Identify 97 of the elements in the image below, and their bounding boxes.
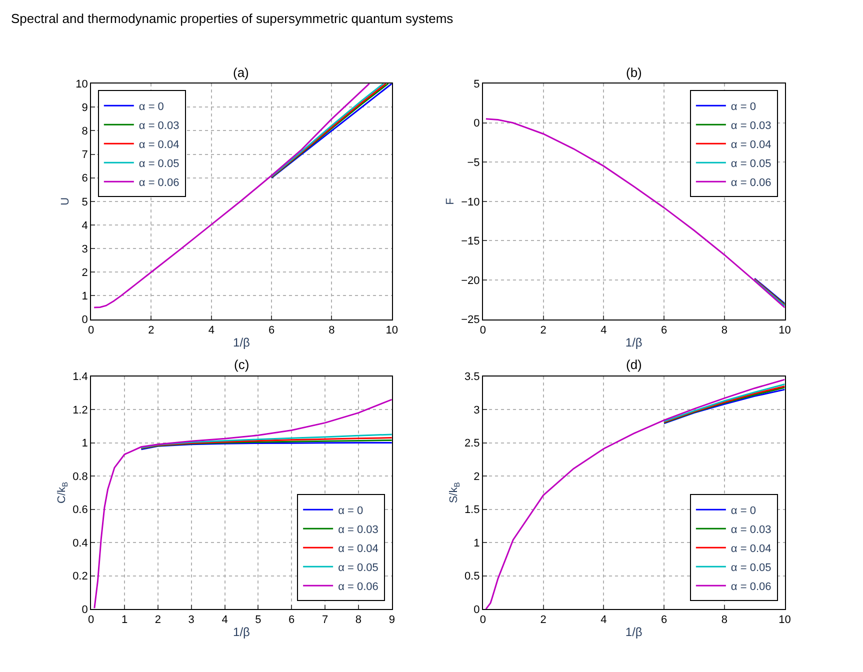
y-tick-label: 2 (474, 470, 480, 483)
y-tick-label: 7 (82, 149, 88, 162)
legend-label: α = 0.05 (338, 562, 378, 574)
y-tick-label: 4 (82, 220, 88, 232)
y-tick-label: 0.8 (72, 470, 88, 483)
line-series (485, 378, 785, 610)
legend-label: α = 0.03 (138, 120, 180, 132)
y-tick-label: 1 (82, 290, 88, 303)
x-tick-label: 4 (600, 614, 607, 626)
line-series (140, 440, 392, 450)
y-tick-label: 0 (82, 314, 88, 326)
y-tick-label: 3 (474, 404, 480, 416)
legend-label: α = 0.05 (730, 562, 772, 574)
x-tick-label: 2 (154, 614, 161, 626)
legend-label: α = 0.06 (730, 580, 772, 593)
y-axis-title: F (444, 198, 457, 205)
x-tick-label: 2 (540, 614, 546, 626)
y-tick-label: 0.2 (72, 570, 88, 583)
y-tick-label: 6 (82, 172, 88, 185)
legend-label: α = 0 (138, 100, 164, 113)
y-tick-label: 2.5 (464, 438, 480, 450)
legend-label: α = 0.06 (730, 176, 772, 189)
chart-title: (b) (626, 65, 642, 80)
x-axis-title: 1/β (625, 625, 642, 640)
x-tick-label: 5 (255, 614, 262, 626)
y-tick-label: 9 (82, 102, 88, 114)
x-axis-title: 1/β (233, 335, 250, 350)
line-series (140, 442, 392, 450)
text: Spectral and thermodynamic properties of supersymmetric quantum systems (11, 11, 454, 26)
chart-title: (c) (234, 357, 250, 372)
y-tick-label: 3.5 (464, 371, 480, 384)
legend-label: α = 0.06 (338, 580, 378, 593)
x-tick-label: 6 (268, 324, 275, 336)
x-tick-label: 3 (188, 614, 194, 626)
line-series (94, 398, 392, 609)
y-tick-label: 8 (82, 126, 88, 138)
line-series (140, 434, 392, 448)
legend-label: α = 0 (338, 504, 364, 517)
x-tick-label: 1 (121, 614, 128, 626)
y-tick-label: −20 (461, 274, 480, 287)
x-tick-label: 4 (222, 614, 228, 626)
x-tick-label: 6 (660, 324, 668, 336)
chart-title: (d) (626, 357, 642, 372)
x-tick-label: 6 (660, 614, 668, 626)
legend-label: α = 0.06 (138, 176, 180, 189)
y-tick-label: 10 (76, 78, 88, 90)
y-tick-label: −10 (461, 196, 480, 208)
line-series (93, 84, 370, 308)
y-axis-title: U (59, 197, 72, 206)
y-tick-label: 0 (474, 604, 480, 616)
y-tick-label: 5 (474, 78, 480, 90)
x-tick-label: 9 (388, 614, 395, 626)
y-tick-label: −25 (461, 314, 480, 326)
legend-label: α = 0.04 (338, 542, 378, 555)
chart-title: (a) (233, 65, 249, 80)
y-tick-label: 0.5 (464, 570, 480, 583)
y-tick-label: 0.6 (72, 504, 88, 516)
legend-label: α = 0.04 (138, 138, 180, 151)
y-tick-label: 1 (82, 438, 88, 450)
legend-label: α = 0.04 (730, 542, 772, 555)
x-axis-title: 1/β (625, 335, 642, 350)
y-tick-label: 0 (474, 118, 480, 130)
x-tick-label: 10 (778, 614, 791, 626)
legend-label: α = 0.05 (138, 158, 180, 170)
legend-label: α = 0.03 (730, 120, 772, 132)
x-tick-label: 4 (600, 324, 607, 336)
x-axis-title: 1/β (233, 625, 250, 640)
y-tick-label: 5 (82, 196, 88, 208)
x-tick-label: 10 (778, 324, 791, 336)
x-tick-label: 8 (328, 324, 335, 336)
y-tick-label: 0.4 (72, 537, 88, 550)
line-series (485, 118, 785, 308)
x-tick-label: 7 (322, 614, 328, 626)
legend-label: α = 0.03 (338, 524, 378, 536)
legend-label: α = 0.05 (730, 158, 772, 170)
y-tick-label: 1 (474, 537, 480, 550)
y-tick-label: 0 (82, 604, 88, 616)
y-tick-label: 1.4 (72, 371, 88, 384)
legend-label: α = 0 (730, 504, 756, 517)
y-tick-label: −5 (467, 156, 480, 169)
x-tick-label: 4 (208, 324, 214, 336)
y-tick-label: −15 (461, 236, 480, 248)
y-tick-label: 1.2 (72, 404, 88, 416)
x-tick-label: 2 (540, 324, 546, 336)
x-tick-label: 6 (288, 614, 295, 626)
x-tick-label: 2 (148, 324, 154, 336)
y-tick-label: 1.5 (464, 504, 480, 516)
x-tick-label: 8 (355, 614, 362, 626)
line-series (140, 437, 392, 449)
x-tick-label: 10 (386, 324, 398, 336)
y-tick-label: 3 (82, 243, 88, 256)
legend-label: α = 0.03 (730, 524, 772, 536)
y-tick-label: 2 (82, 266, 88, 279)
legend-label: α = 0 (730, 100, 756, 113)
x-tick-label: 8 (721, 324, 728, 336)
legend-label: α = 0.04 (730, 138, 772, 151)
x-tick-label: 8 (721, 614, 728, 626)
